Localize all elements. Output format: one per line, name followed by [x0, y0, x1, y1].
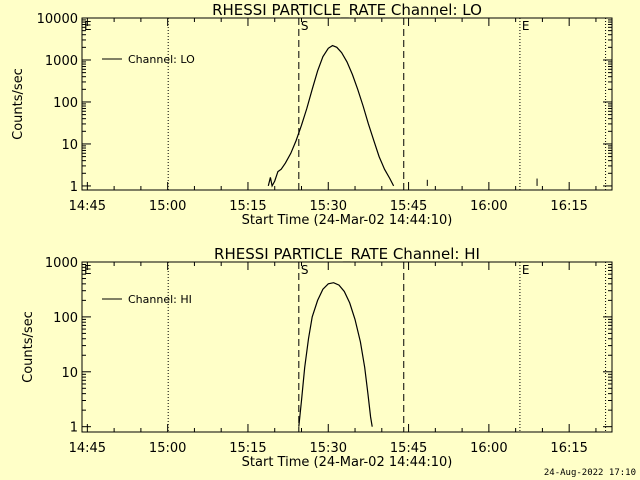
y-tick-label: 100	[53, 311, 78, 326]
marker-label: S	[301, 263, 309, 277]
y-tick-label: 1	[70, 421, 78, 436]
x-tick-label: 16:00	[470, 199, 507, 214]
x-tick-label: 15:00	[149, 199, 186, 214]
x-tick-label: 14:45	[69, 199, 106, 214]
x-tick-label: 15:30	[310, 199, 347, 214]
x-tick-label: 16:15	[550, 441, 587, 456]
x-axis-title: Start Time (24-Mar-02 14:44:10)	[242, 455, 453, 470]
x-tick-label: 15:15	[229, 441, 266, 456]
legend-label: Channel: HI	[128, 293, 192, 306]
x-axis-title: Start Time (24-Mar-02 14:44:10)	[242, 213, 453, 228]
y-axis-title: Counts/sec	[11, 68, 26, 140]
x-tick-label: 15:45	[390, 441, 427, 456]
y-tick-label: 1000	[45, 54, 78, 69]
chart-title: RHESSI PARTICLE_RATE Channel: HI	[214, 245, 480, 264]
marker-label: E	[522, 263, 530, 277]
y-tick-label: 1000	[45, 256, 78, 271]
y-tick-label: 1	[70, 180, 78, 195]
marker-label: E	[84, 263, 92, 277]
legend-label: Channel: LO	[128, 53, 195, 66]
y-tick-label: 10000	[37, 12, 78, 27]
y-tick-label: 10	[61, 138, 78, 153]
x-tick-label: 15:30	[310, 441, 347, 456]
plot-frame	[81, 17, 613, 191]
marker-label: S	[301, 19, 309, 33]
x-tick-label: 14:45	[69, 441, 106, 456]
marker-label: E	[522, 19, 530, 33]
marker-label: E	[84, 19, 92, 33]
y-tick-label: 10	[61, 366, 78, 381]
x-tick-label: 15:00	[149, 441, 186, 456]
plot-frame	[81, 261, 613, 433]
footer-timestamp: 24-Aug-2022 17:10	[544, 468, 636, 478]
series-line	[267, 44, 395, 188]
x-tick-label: 16:15	[550, 199, 587, 214]
x-tick-label: 15:45	[390, 199, 427, 214]
series-line	[298, 282, 373, 427]
y-tick-label: 100	[53, 96, 78, 111]
x-tick-label: 15:15	[229, 199, 266, 214]
x-tick-label: 16:00	[470, 441, 507, 456]
chart-panel-2: RHESSI PARTICLE_RATE Channel: HI 14:45 15:…	[21, 245, 613, 470]
chart-panel-1: RHESSI PARTICLE_RATE Channel: LO 14:45 15:…	[11, 1, 613, 228]
y-axis-title: Counts/sec	[21, 311, 36, 383]
chart-title: RHESSI PARTICLE_RATE Channel: LO	[212, 1, 482, 20]
